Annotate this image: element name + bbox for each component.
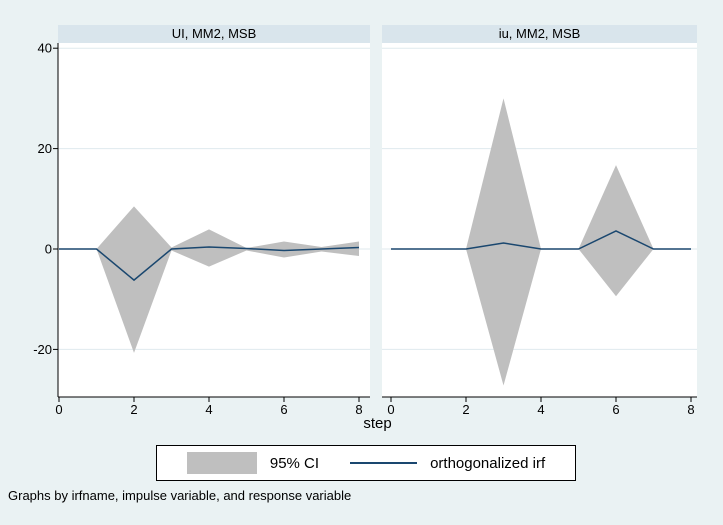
legend-ci-label: 95% CI: [269, 454, 320, 472]
y-tick-label: 0: [45, 242, 52, 257]
ci-area: [391, 98, 691, 386]
panel-title-iu: iu, MM2, MSB: [382, 25, 697, 43]
x-tick-label: 0: [387, 402, 394, 417]
irf-line: [391, 230, 691, 250]
plot-area: [382, 43, 697, 397]
y-tick-label: -20: [33, 342, 52, 357]
ci-swatch-icon: [186, 452, 257, 474]
x-tick-label: 8: [355, 402, 362, 417]
x-tick-label: 2: [130, 402, 137, 417]
legend-irf-label: orthogonalized irf: [430, 454, 546, 472]
y-tick-label: 20: [38, 141, 52, 156]
x-tick-label: 6: [612, 402, 619, 417]
legend: 95% CI orthogonalized irf: [156, 445, 576, 481]
by-graph-note: Graphs by irfname, impulse variable, and…: [8, 488, 352, 503]
irf-line: [59, 246, 360, 282]
x-tick-label: 0: [55, 402, 62, 417]
ci-area: [59, 206, 359, 353]
panel-title-ui: UI, MM2, MSB: [58, 25, 370, 43]
x-axis-title: step: [363, 415, 392, 432]
x-tick-label: 8: [687, 402, 694, 417]
x-tick-label: 4: [205, 402, 212, 417]
irf-line-icon: [350, 462, 418, 464]
y-tick-label: 40: [38, 41, 52, 56]
x-tick-label: 6: [280, 402, 287, 417]
x-tick-label: 4: [537, 402, 544, 417]
x-tick-label: 2: [462, 402, 469, 417]
plot-area: [58, 43, 370, 397]
